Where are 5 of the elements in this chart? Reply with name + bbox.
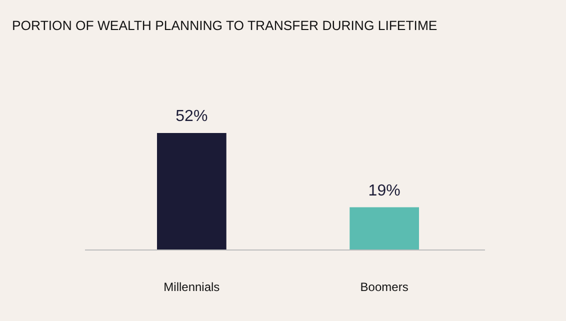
data-label: 52% (176, 108, 208, 125)
x-tick-label: Millennials (164, 280, 220, 294)
data-label: 19% (368, 182, 400, 200)
chart-title: PORTION OF WEALTH PLANNING TO TRANSFER DURING LIFETIME (12, 18, 438, 33)
x-tick-label: Boomers (360, 280, 408, 294)
